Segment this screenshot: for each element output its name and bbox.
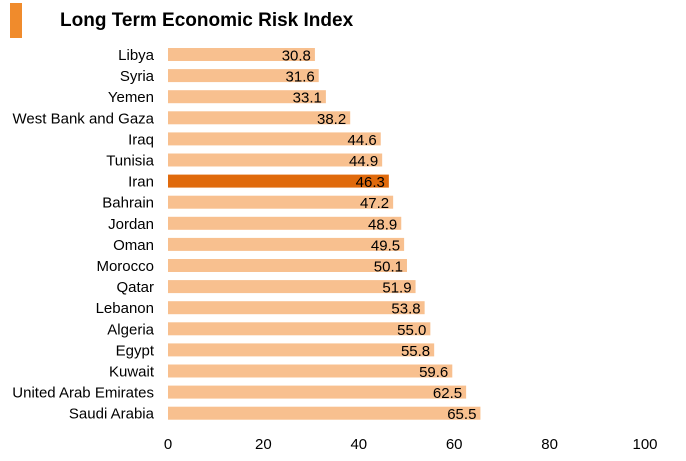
chart-title: Long Term Economic Risk Index (60, 10, 354, 31)
value-label: 55.8 (401, 343, 430, 360)
category-label: Libya (118, 47, 155, 64)
value-label: 47.2 (360, 195, 389, 212)
category-label: Egypt (116, 342, 155, 359)
bar-libya (168, 48, 315, 61)
bar-west-bank-and-gaza (168, 111, 351, 125)
bar-iraq (168, 132, 381, 146)
value-label: 31.6 (286, 69, 315, 86)
bar-yemen (168, 90, 326, 104)
bar-algeria (168, 322, 431, 336)
value-label: 55.0 (397, 322, 426, 339)
category-label: United Arab Emirates (12, 385, 154, 402)
value-label: 38.2 (317, 111, 346, 128)
bar-lebanon (168, 301, 425, 315)
bar-morocco (168, 259, 407, 272)
category-label: Kuwait (109, 364, 155, 381)
category-label: Qatar (116, 279, 154, 296)
category-label: Yemen (108, 89, 154, 106)
bar-oman (168, 237, 405, 251)
category-label: Lebanon (96, 300, 154, 317)
bar-egypt (168, 343, 435, 357)
value-label: 59.6 (419, 364, 448, 381)
bar-united-arab-emirates (168, 385, 467, 399)
category-label: Jordan (108, 216, 154, 233)
category-label: Morocco (96, 258, 154, 275)
value-label: 30.8 (282, 48, 311, 65)
bar-tunisia (168, 153, 383, 167)
value-label: 33.1 (293, 90, 322, 107)
x-tick-label: 60 (446, 436, 463, 453)
value-label: 48.9 (368, 216, 397, 233)
value-label: 44.6 (348, 132, 377, 149)
bar-syria (168, 69, 319, 83)
category-label: Oman (113, 237, 154, 254)
value-label: 65.5 (447, 406, 476, 423)
value-label: 46.3 (356, 174, 385, 191)
bar-bahrain (168, 195, 394, 209)
category-label: West Bank and Gaza (13, 110, 155, 127)
value-label: 51.9 (382, 280, 411, 297)
category-label: Algeria (107, 321, 154, 338)
bar-qatar (168, 280, 416, 294)
value-label: 44.9 (349, 153, 378, 170)
value-label: 53.8 (391, 301, 420, 318)
bar-kuwait (168, 364, 453, 378)
x-tick-label: 100 (632, 436, 657, 453)
x-tick-label: 40 (350, 436, 367, 453)
x-tick-label: 80 (541, 436, 558, 453)
category-label: Iraq (128, 131, 154, 148)
bar-iran (168, 174, 389, 188)
category-label: Syria (120, 68, 155, 85)
x-tick-label: 20 (255, 436, 272, 453)
title-accent-bar (10, 3, 22, 38)
category-label: Iran (128, 174, 154, 191)
category-label: Tunisia (106, 153, 154, 170)
value-label: 62.5 (433, 385, 462, 402)
bar-saudi-arabia (168, 406, 481, 420)
bar-jordan (168, 216, 402, 230)
value-label: 50.1 (374, 259, 403, 276)
category-label: Bahrain (102, 195, 154, 212)
value-label: 49.5 (371, 237, 400, 254)
x-tick-label: 0 (164, 436, 172, 453)
category-label: Saudi Arabia (69, 406, 155, 423)
